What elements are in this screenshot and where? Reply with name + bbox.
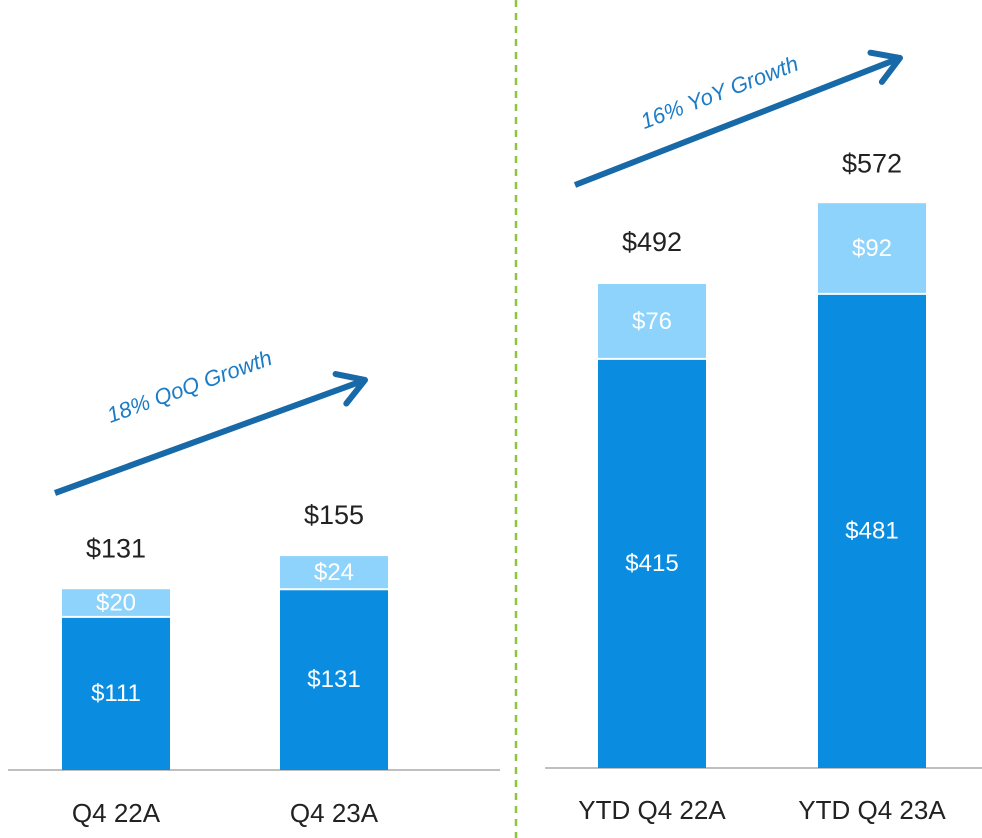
growth-arrow <box>573 56 898 188</box>
x-tick-label: Q4 23A <box>290 798 379 828</box>
x-tick-label: Q4 22A <box>72 798 161 828</box>
value-label: $111 <box>91 680 141 707</box>
bar-segment <box>280 589 388 770</box>
growth-annotation: 18% QoQ Growth <box>104 345 276 428</box>
value-label: $92 <box>852 235 892 262</box>
total-label: $572 <box>842 148 902 178</box>
value-label: $20 <box>96 589 136 616</box>
bar-segment <box>62 616 170 770</box>
bar-segment <box>62 589 170 617</box>
value-label: $76 <box>632 308 672 335</box>
bar-segment <box>598 358 706 768</box>
bar-segment <box>818 203 926 294</box>
growth-annotation: 16% YoY Growth <box>637 51 802 134</box>
x-tick-label: YTD Q4 23A <box>798 795 946 825</box>
arrow-head <box>867 49 903 85</box>
value-label: $131 <box>307 666 360 693</box>
total-label: $492 <box>622 227 682 257</box>
value-label: $415 <box>625 550 678 577</box>
total-label: $155 <box>304 500 364 530</box>
total-label: $131 <box>86 533 146 563</box>
bar-segment <box>598 284 706 359</box>
x-tick-label: YTD Q4 22A <box>578 795 726 825</box>
bar-segment <box>280 556 388 590</box>
growth-arrow <box>53 378 363 496</box>
bar-segment <box>818 293 926 768</box>
value-label: $24 <box>314 559 354 586</box>
value-label: $481 <box>845 517 898 544</box>
arrow-head <box>332 371 368 407</box>
